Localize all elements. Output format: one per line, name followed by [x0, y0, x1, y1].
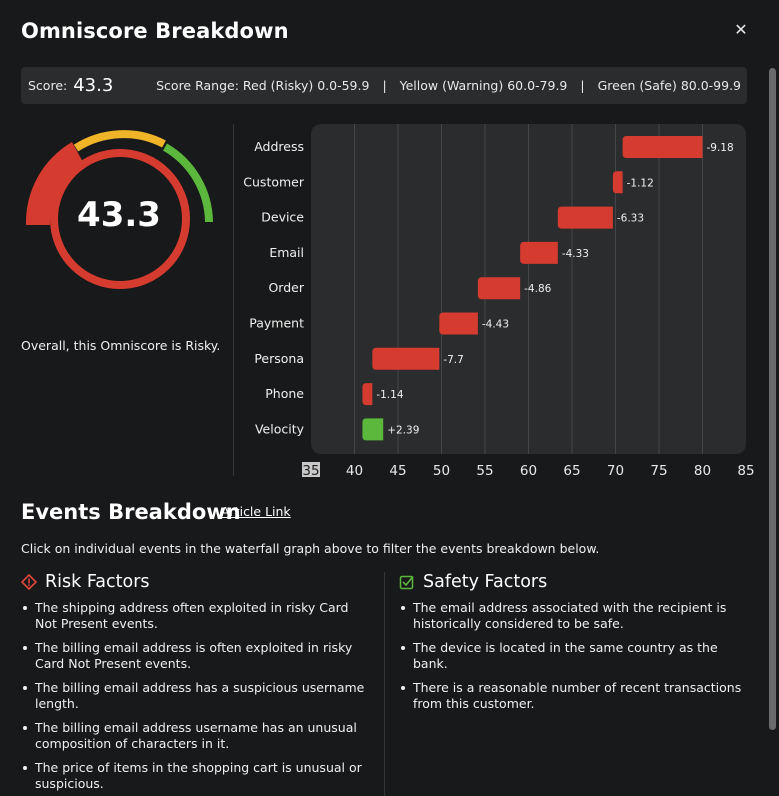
list-item: The billing email address username has a…	[21, 720, 371, 752]
safety-factors-list: The email address associated with the re…	[399, 600, 744, 712]
x-tick-label: 85	[737, 463, 754, 479]
list-item: There is a reasonable number of recent t…	[399, 680, 744, 712]
waterfall-bar-persona	[372, 347, 440, 370]
close-icon[interactable]: ✕	[734, 20, 748, 39]
bar-value-label: -4.43	[482, 319, 509, 331]
list-item: The price of items in the shopping cart …	[21, 760, 371, 792]
x-tick-label: 45	[389, 463, 406, 479]
waterfall-bar-address	[622, 136, 703, 158]
tick-highlight	[302, 462, 320, 477]
score-range: Score Range: Red (Risky) 0.0-59.9 | Yell…	[156, 78, 741, 93]
scrollbar[interactable]	[769, 68, 776, 730]
waterfall-bar-device	[557, 206, 613, 229]
article-link[interactable]: Article Link	[221, 504, 291, 519]
risk-factors: Risk Factors The shipping address often …	[21, 572, 371, 796]
waterfall-bar-payment	[439, 312, 478, 335]
score-value: 43.3	[73, 75, 114, 96]
score-label: Score:	[28, 78, 68, 93]
category-label: Velocity	[255, 421, 305, 436]
risk-factors-header: Risk Factors	[21, 572, 371, 592]
events-title: Events Breakdown	[21, 500, 241, 524]
events-description: Click on individual events in the waterf…	[21, 541, 600, 556]
waterfall-chart: 35 40 45 50 55 60 65 70 75 80 85 -9.18 Address -1.12 C…	[243, 124, 755, 479]
gauge-green-segment	[162, 143, 213, 223]
x-tick-label: 70	[607, 463, 624, 479]
bar-value-label: -6.33	[617, 213, 644, 225]
safety-factors: Safety Factors The email address associa…	[399, 572, 744, 720]
category-label: Address	[254, 139, 304, 154]
score-gauge	[25, 130, 213, 289]
list-item: The billing email address has a suspicio…	[21, 680, 371, 712]
list-item: The device is located in the same countr…	[399, 640, 744, 672]
waterfall-bar-order	[477, 277, 521, 300]
category-label: Persona	[254, 351, 304, 366]
category-label: Phone	[265, 386, 304, 401]
category-label: Email	[269, 245, 304, 260]
check-square-icon	[399, 575, 414, 590]
x-tick-label: 55	[476, 463, 493, 479]
gauge-value: 43.3	[77, 195, 161, 235]
range-separator: |	[382, 78, 387, 93]
warning-diamond-icon	[21, 574, 37, 590]
section-divider	[233, 124, 234, 476]
waterfall-bar-phone	[362, 383, 373, 406]
score-bar: Score: 43.3 Score Range: Red (Risky) 0.0…	[21, 67, 747, 104]
x-tick-label: 60	[520, 463, 537, 479]
bar-value-label: -4.33	[562, 248, 589, 260]
list-item: The billing email address is often explo…	[21, 640, 371, 672]
category-label: Device	[261, 210, 304, 225]
list-item: The email address associated with the re…	[399, 600, 744, 632]
x-tick-label: 40	[346, 463, 363, 479]
modal-title: Omniscore Breakdown	[21, 19, 289, 43]
risk-factors-list: The shipping address often exploited in …	[21, 600, 371, 792]
range-green: Green (Safe) 80.0-99.9	[597, 78, 741, 93]
category-label: Customer	[243, 174, 305, 189]
category-label: Order	[268, 280, 304, 295]
column-divider	[384, 572, 385, 796]
x-tick-label: 50	[433, 463, 450, 479]
bar-value-label: +2.39	[387, 424, 419, 436]
gauge-inner-ring	[50, 149, 190, 289]
bar-value-label: -9.18	[707, 142, 734, 154]
x-tick-label: 75	[650, 463, 667, 479]
x-tick-label: 65	[563, 463, 580, 479]
waterfall-bar-velocity	[362, 418, 384, 441]
score-range-label: Score Range:	[156, 78, 239, 93]
range-separator: |	[580, 78, 585, 93]
bar-value-label: -4.86	[524, 283, 551, 295]
range-yellow: Yellow (Warning) 60.0-79.9	[399, 78, 568, 93]
bar-value-label: -1.14	[376, 389, 403, 401]
gauge-red-segment	[25, 142, 84, 225]
x-tick-label: 80	[694, 463, 711, 479]
range-red: Red (Risky) 0.0-59.9	[242, 78, 370, 93]
waterfall-bar-customer	[612, 171, 623, 194]
risk-factors-title: Risk Factors	[45, 572, 150, 592]
safety-factors-title: Safety Factors	[423, 572, 548, 592]
list-item: The shipping address often exploited in …	[21, 600, 371, 632]
bar-value-label: -7.7	[443, 354, 464, 366]
category-label: Payment	[249, 316, 304, 331]
overall-text: Overall, this Omniscore is Risky.	[21, 338, 221, 353]
safety-factors-header: Safety Factors	[399, 572, 744, 592]
waterfall-bar-email	[520, 241, 558, 264]
bar-value-label: -1.12	[627, 177, 654, 189]
gauge-yellow-segment	[73, 130, 166, 152]
x-tick-label: 35	[302, 463, 319, 479]
